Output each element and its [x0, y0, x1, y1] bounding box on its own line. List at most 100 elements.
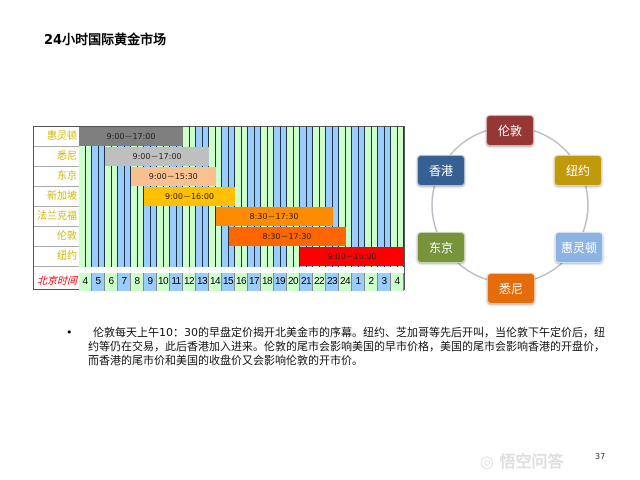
grid-cell: [209, 227, 216, 247]
grid-cell: [189, 247, 196, 267]
grid-cell: [261, 247, 268, 267]
grid-cell: [384, 187, 391, 207]
grid-cell: [293, 187, 300, 207]
grid-cell: [131, 207, 138, 227]
grid-cell: [118, 227, 125, 247]
grid-cell: [215, 127, 222, 147]
hour-label: 14: [209, 273, 222, 291]
grid-cell: [241, 247, 248, 267]
cycle-city-box: 伦敦: [486, 115, 534, 146]
grid-cell: [306, 147, 313, 167]
grid-cell: [92, 247, 99, 267]
grid-cell: [274, 147, 281, 167]
grid-cell: [358, 147, 365, 167]
grid-cell: [371, 227, 378, 247]
body-paragraph: 伦敦每天上午10：30的早盘定价揭开北美金市的序幕。纽约、芝加哥等先后开叫，当伦…: [88, 326, 605, 367]
grid-cell: [267, 167, 274, 187]
grid-cell: [124, 167, 131, 187]
grid-cell: [358, 227, 365, 247]
grid-cell: [105, 227, 112, 247]
grid-cell: [371, 207, 378, 227]
hour-label: 23: [326, 273, 339, 291]
grid-cell: [92, 207, 99, 227]
grid-cell: [92, 147, 99, 167]
market-hours-bar: 9:00－16:00: [300, 247, 404, 266]
grid-cell: [85, 227, 92, 247]
hour-label: 9: [144, 273, 157, 291]
grid-cell: [124, 187, 131, 207]
grid-cell: [105, 247, 112, 267]
grid-cell: [222, 227, 229, 247]
grid-cell: [111, 167, 118, 187]
grid-cell: [176, 247, 183, 267]
hour-label: 10: [157, 273, 170, 291]
grid-cell: [85, 187, 92, 207]
grid-cell: [98, 227, 105, 247]
grid-cell: [339, 127, 346, 147]
grid-cell: [157, 247, 164, 267]
grid-cell: [209, 207, 216, 227]
market-hours-bar: 9:00－17:00: [79, 127, 183, 146]
grid-cell: [241, 147, 248, 167]
page-number: 37: [595, 452, 606, 461]
grid-cell: [319, 147, 326, 167]
grid-cell: [235, 147, 242, 167]
grid-cell: [365, 207, 372, 227]
grid-cell: [105, 167, 112, 187]
grid-cell: [287, 147, 294, 167]
grid-cell: [397, 187, 404, 207]
grid-cell: [118, 247, 125, 267]
grid-cell: [391, 167, 398, 187]
cycle-city-box: 悉尼: [487, 273, 535, 304]
grid-cell: [332, 147, 339, 167]
grid-cell: [183, 127, 190, 147]
grid-cell: [202, 247, 209, 267]
grid-cell: [222, 167, 229, 187]
grid-cell: [306, 127, 313, 147]
grid-cell: [313, 187, 320, 207]
grid-cell: [371, 187, 378, 207]
market-label: 伦敦: [34, 227, 79, 247]
grid-cell: [222, 147, 229, 167]
grid-cell: [332, 207, 339, 227]
grid-cell: [384, 147, 391, 167]
grid-cell: [300, 127, 307, 147]
grid-cell: [274, 247, 281, 267]
market-label: 东京: [34, 167, 79, 187]
grid-cell: [111, 227, 118, 247]
grid-cell: [300, 147, 307, 167]
grid-cell: [196, 207, 203, 227]
grid-cell: [293, 127, 300, 147]
cycle-city-box: 惠灵顿: [555, 232, 603, 263]
grid-cell: [313, 147, 320, 167]
grid-cell: [163, 227, 170, 247]
market-hours-bar: 8:30－17:30: [228, 227, 346, 246]
grid-cell: [345, 187, 352, 207]
grid-cell: [144, 207, 151, 227]
grid-cell: [235, 187, 242, 207]
hour-label: 4: [79, 273, 92, 291]
grid-cell: [248, 127, 255, 147]
grid-cell: [326, 147, 333, 167]
hour-label: 5: [92, 273, 105, 291]
grid-cell: [241, 167, 248, 187]
hour-label: 12: [183, 273, 196, 291]
grid-cell: [157, 207, 164, 227]
grid-cell: [92, 227, 99, 247]
grid-cell: [261, 167, 268, 187]
grid-cell: [79, 187, 86, 207]
grid-cell: [196, 127, 203, 147]
grid-cell: [170, 247, 177, 267]
grid-cell: [241, 127, 248, 147]
hour-label: 1: [352, 273, 365, 291]
grid-cell: [358, 187, 365, 207]
grid-cell: [339, 147, 346, 167]
grid-cell: [261, 187, 268, 207]
hour-label: 2: [365, 273, 378, 291]
grid-cell: [261, 127, 268, 147]
grid-cell: [228, 247, 235, 267]
grid-cell: [254, 167, 261, 187]
grid-cell: [183, 207, 190, 227]
grid-cell: [98, 247, 105, 267]
grid-cell: [183, 227, 190, 247]
